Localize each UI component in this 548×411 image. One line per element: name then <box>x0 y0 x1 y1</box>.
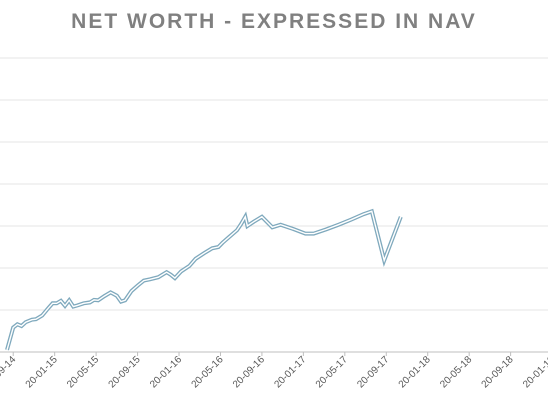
x-tick-label: 20-09-18 <box>480 354 516 390</box>
x-tick-label: 20-05-18 <box>438 354 474 390</box>
chart-title: NET WORTH - EXPRESSED IN NAV <box>71 10 477 33</box>
x-tick-label: 20-05-15 <box>65 354 101 390</box>
x-tick-label: 20-01-17 <box>272 354 308 390</box>
x-tick-label: 20-01-18 <box>397 354 433 390</box>
x-tick-label: 20-09-14 <box>0 354 19 390</box>
x-tick-label: 20-09-17 <box>355 354 391 390</box>
series-group <box>5 208 403 351</box>
gridlines <box>0 57 548 353</box>
x-tick-label: 20-01-16 <box>148 354 184 390</box>
x-tick-label: 20-09-15 <box>107 354 143 390</box>
series-line <box>5 208 403 351</box>
x-axis-tick-labels: 20-09-14 20-01-15 20-05-15 20-09-15 20-01-16… <box>0 352 548 390</box>
x-tick-label: 20-09-16 <box>231 354 267 390</box>
series-line-inner <box>6 210 402 351</box>
x-tick-label: 20-05-16 <box>190 354 226 390</box>
x-tick-label: 20-01-19 <box>521 354 548 390</box>
x-tick-label: 20-05-17 <box>314 354 350 390</box>
x-tick-label: 20-01-15 <box>24 354 60 390</box>
